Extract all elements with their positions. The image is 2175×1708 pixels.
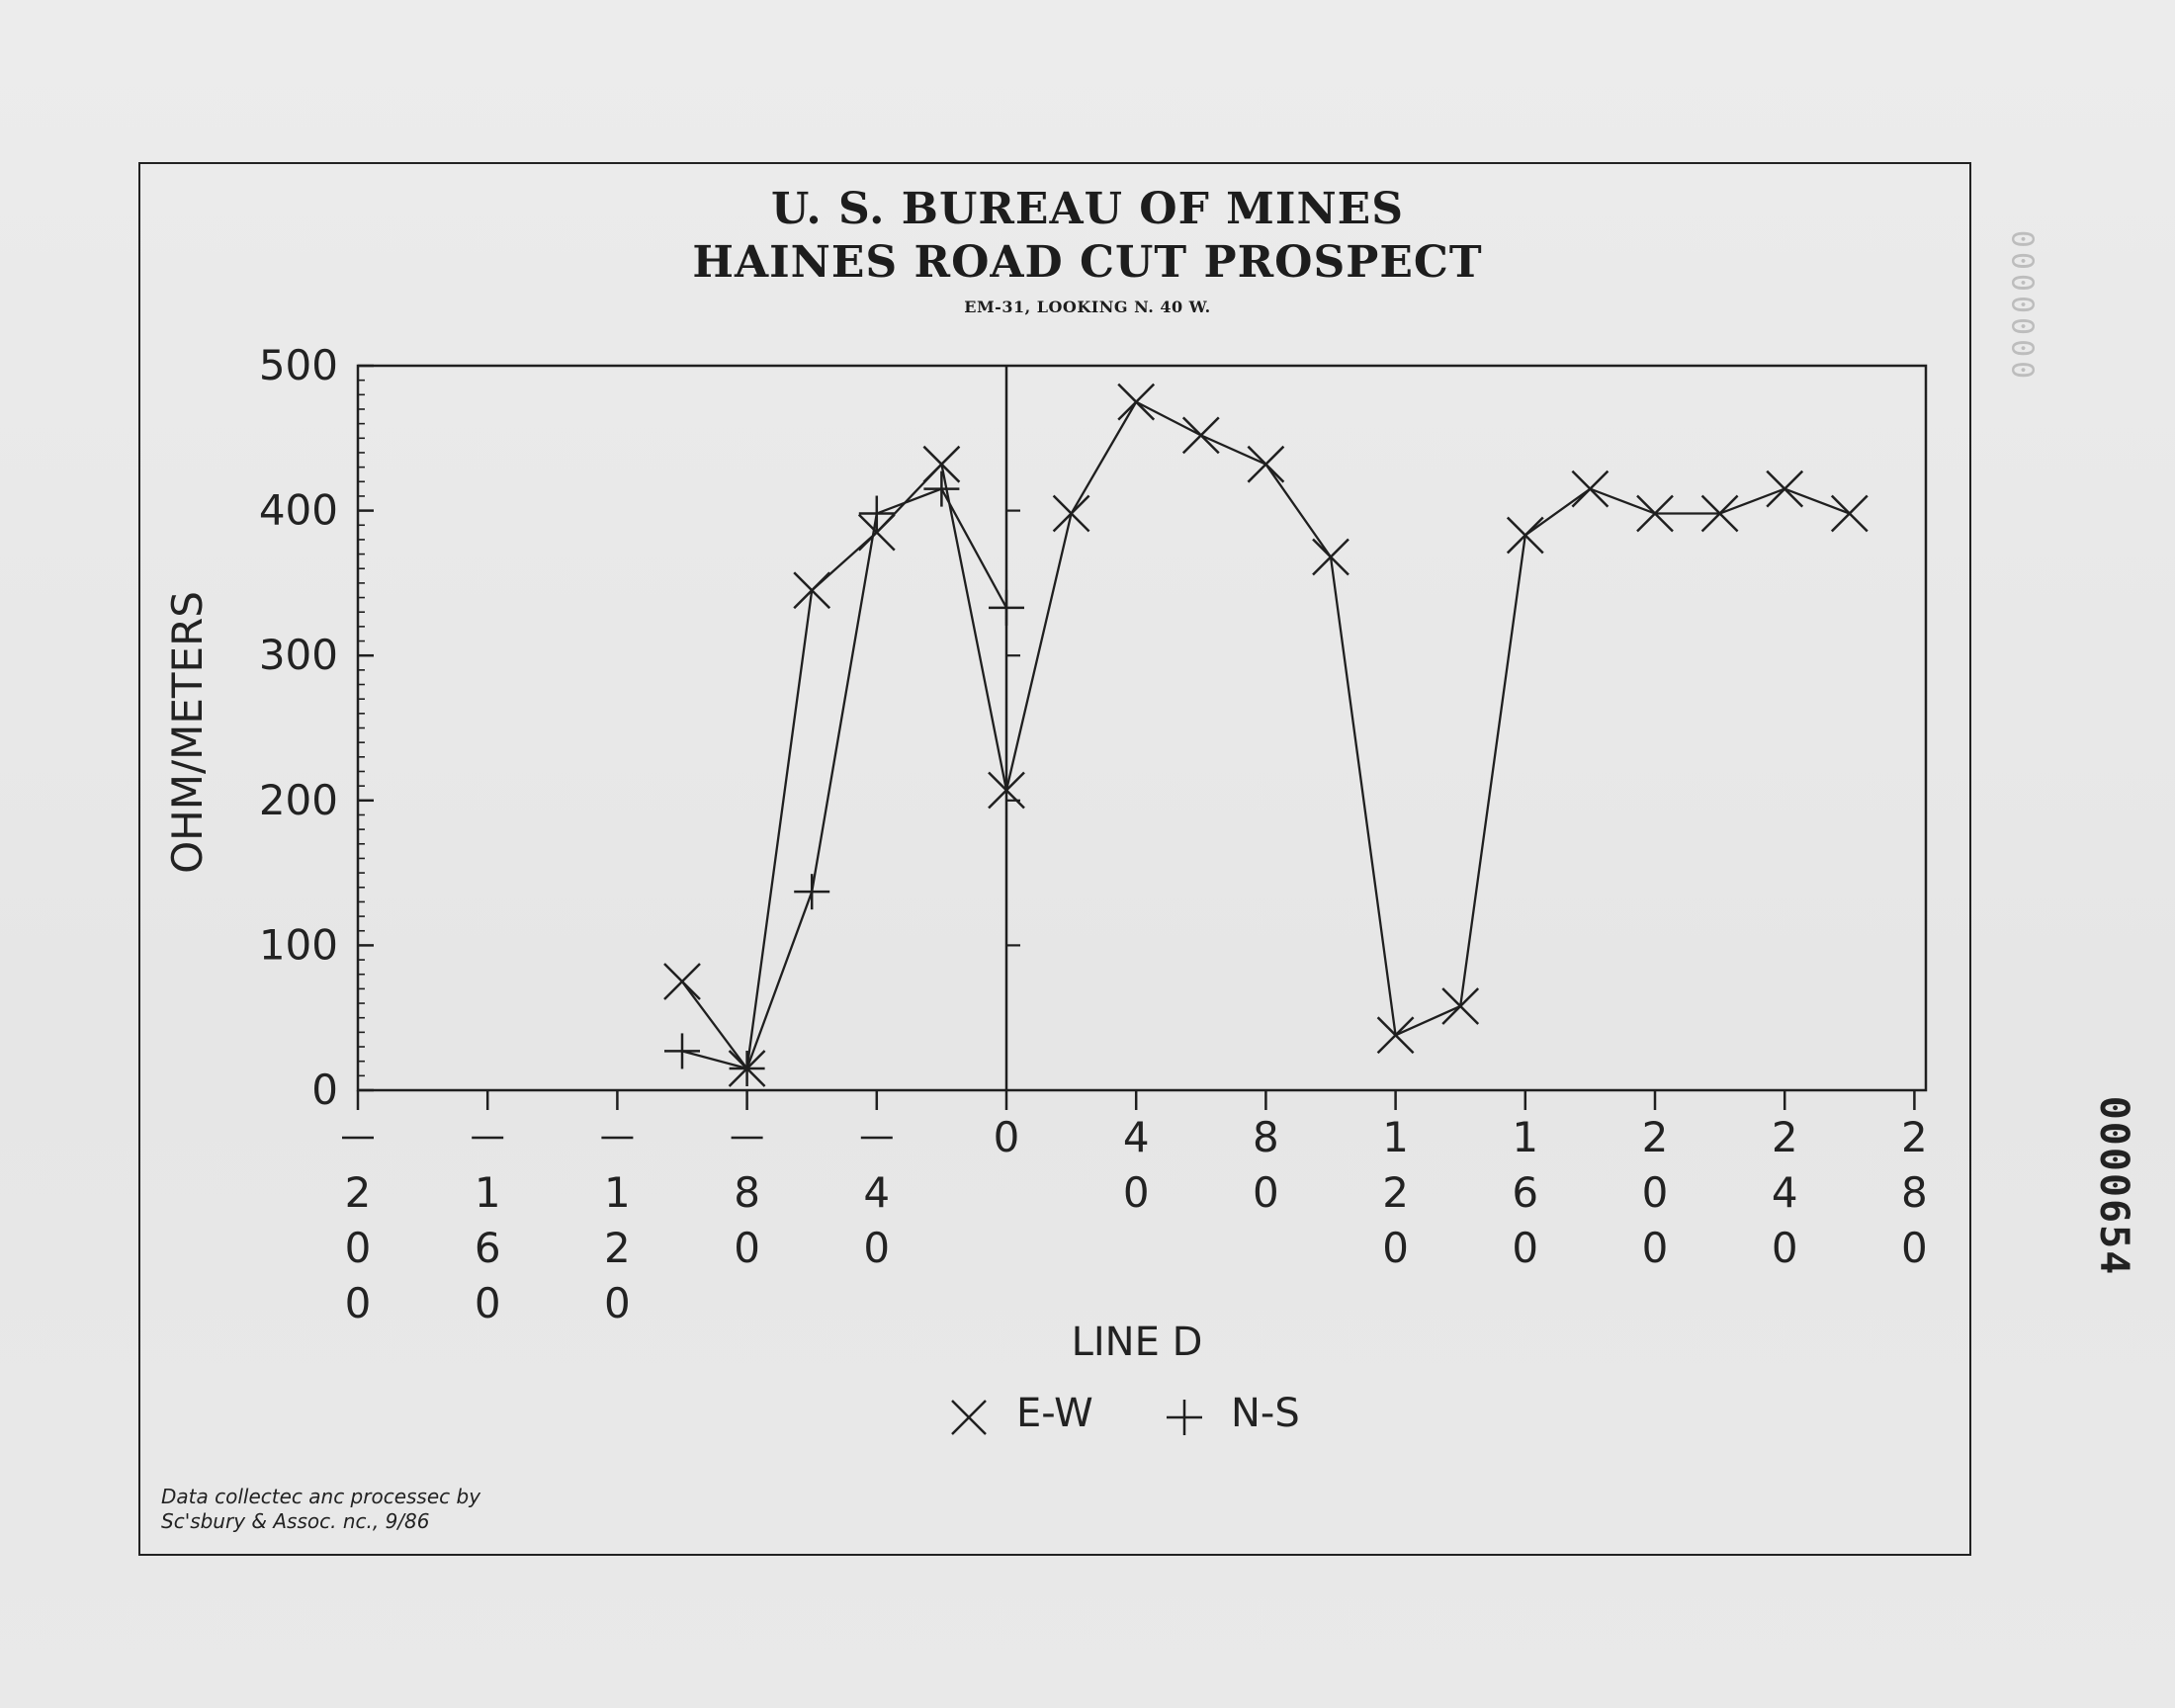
y-tick-label: 100 — [259, 920, 338, 969]
x-tick-label-char: 6 — [1512, 1168, 1538, 1217]
data-point-ew — [1441, 987, 1480, 1025]
y-tick-label: 400 — [259, 486, 338, 535]
data-point-ew — [857, 513, 896, 552]
data-point-ew — [1571, 470, 1610, 508]
x-tick-label-char: 2 — [1642, 1113, 1669, 1161]
y-tick-label: 300 — [259, 631, 338, 679]
x-tick-label-char: 1 — [604, 1168, 631, 1217]
x-tick-label-char: 0 — [1642, 1168, 1669, 1217]
x-tick-label-char: 0 — [734, 1224, 760, 1272]
x-tick-label-char: 2 — [604, 1224, 631, 1272]
x-tick-label-char: 0 — [1123, 1168, 1150, 1217]
x-tick-label-char: 8 — [1901, 1168, 1928, 1217]
x-tick-label-char: 0 — [1512, 1224, 1538, 1272]
data-point-ew — [1766, 470, 1804, 508]
x-tick-label-char: 0 — [345, 1279, 372, 1327]
x-tick-label-char: 1 — [475, 1168, 501, 1217]
y-tick-label: 500 — [259, 341, 338, 389]
y-tick-label: 200 — [259, 776, 338, 824]
x-tick-label-char: 8 — [734, 1168, 760, 1217]
data-point-ns — [989, 589, 1024, 626]
data-point-ew — [988, 771, 1025, 810]
data-point-ns — [664, 1033, 700, 1069]
x-tick-label-char: 0 — [1901, 1224, 1928, 1272]
x-tick-label-char: 0 — [1642, 1224, 1669, 1272]
data-point-ew — [1376, 1016, 1415, 1055]
credit-line-2: Sc'sbury & Assoc. nc., 9/86 — [161, 1509, 430, 1533]
plot-area-border — [356, 364, 1928, 1092]
series-line-n-s — [681, 487, 1008, 1070]
data-point-ew — [793, 571, 831, 610]
legend-ew-label: E-W — [1016, 1391, 1093, 1436]
data-point-ew — [1636, 494, 1674, 533]
x-tick-label-char: 0 — [863, 1224, 890, 1272]
legend-ns-marker — [1167, 1400, 1202, 1435]
x-tick-label-char: 6 — [475, 1224, 501, 1272]
data-point-ew — [1181, 416, 1220, 455]
x-tick-label-char: 1 — [1512, 1113, 1538, 1161]
faint-number-stamp: 0000000 — [2004, 229, 2040, 384]
data-point-ew — [1830, 494, 1869, 533]
credit-line-1: Data collectec anc processec by — [161, 1485, 481, 1508]
data-point-ns — [794, 874, 830, 910]
data-point-ew — [1506, 516, 1544, 555]
data-point-ew — [1700, 494, 1739, 533]
data-point-ew — [1312, 538, 1349, 576]
x-tick-label-char: 0 — [994, 1113, 1020, 1161]
data-point-ns — [729, 1051, 765, 1087]
chart-frame — [138, 162, 1971, 1556]
data-point-ns — [858, 495, 895, 532]
chart-caption: EM-31, LOOKING N. 40 W. — [964, 298, 1211, 316]
data-point-ew — [663, 963, 701, 1000]
x-tick-label-char: 1 — [1382, 1113, 1409, 1161]
x-axis-title: LINE D — [1071, 1320, 1203, 1365]
y-tick-label: 0 — [311, 1066, 338, 1114]
legend-ns-label: N-S — [1231, 1391, 1300, 1436]
x-tick-label-char: 4 — [1123, 1113, 1150, 1161]
x-tick-label-char: 0 — [1382, 1224, 1409, 1272]
x-tick-label-char: 2 — [345, 1168, 372, 1217]
x-tick-label-char: 0 — [475, 1279, 501, 1327]
x-tick-label-char: 8 — [1253, 1113, 1279, 1161]
document-number-stamp: 0000654 — [2091, 1095, 2136, 1277]
x-tick-label-char: 4 — [863, 1168, 890, 1217]
data-point-ew — [922, 445, 961, 483]
chart-subtitle: HAINES ROAD CUT PROSPECT — [692, 237, 1483, 288]
y-axis-title: OHM/METERS — [163, 591, 212, 874]
x-tick-label-char: 2 — [1772, 1113, 1798, 1161]
x-tick-label-char: 0 — [345, 1224, 372, 1272]
series-line-e-w — [681, 400, 1851, 1071]
data-point-ew — [1052, 494, 1090, 533]
data-point-ew — [1247, 445, 1285, 483]
data-credit: Data collectec anc processec by Sc'sbury… — [161, 1485, 655, 1534]
x-tick-label-char: 4 — [1772, 1168, 1798, 1217]
x-tick-label-char: 2 — [1382, 1168, 1409, 1217]
chart-title: U. S. BUREAU OF MINES — [770, 184, 1404, 234]
x-tick-label-char: 0 — [604, 1279, 631, 1327]
data-point-ew — [1117, 383, 1156, 421]
data-point-ns — [923, 470, 960, 507]
x-tick-label-char: 2 — [1901, 1113, 1928, 1161]
x-tick-label-char: 0 — [1253, 1168, 1279, 1217]
legend-ew-marker — [951, 1400, 987, 1435]
x-tick-label-char: 0 — [1772, 1224, 1798, 1272]
